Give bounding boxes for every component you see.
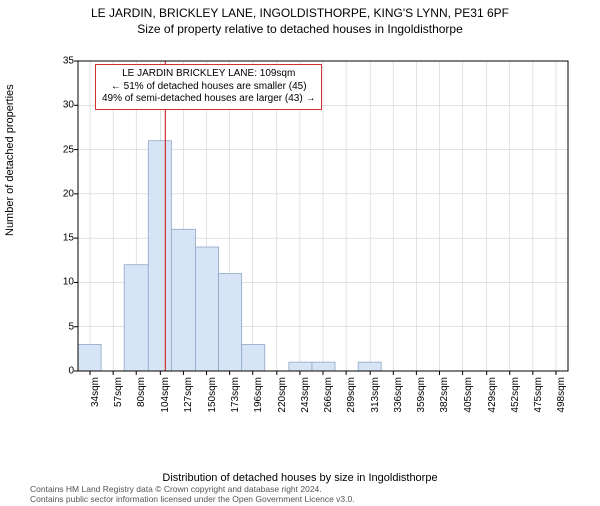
y-tick-label: 15 <box>44 233 74 244</box>
x-tick-label: 266sqm <box>323 377 334 417</box>
x-tick-label: 429sqm <box>487 377 498 417</box>
x-tick-label: 405sqm <box>463 377 474 417</box>
x-tick-label: 452sqm <box>510 377 521 417</box>
x-tick-label: 313sqm <box>370 377 381 417</box>
x-tick-label: 359sqm <box>416 377 427 417</box>
chart-title-main: LE JARDIN, BRICKLEY LANE, INGOLDISTHORPE… <box>0 6 600 20</box>
x-axis-label: Distribution of detached houses by size … <box>0 472 600 484</box>
x-tick-label: 289sqm <box>346 377 357 417</box>
x-tick-label: 336sqm <box>393 377 404 417</box>
y-tick-label: 5 <box>44 321 74 332</box>
x-tick-label: 498sqm <box>556 377 567 417</box>
annotation-line1: LE JARDIN BRICKLEY LANE: 109sqm <box>102 68 315 81</box>
footer-attribution: Contains HM Land Registry data © Crown c… <box>30 484 355 504</box>
y-tick-label: 30 <box>44 100 74 111</box>
histogram-chart <box>58 56 578 426</box>
annotation-callout: LE JARDIN BRICKLEY LANE: 109sqm ← 51% of… <box>95 64 322 110</box>
x-tick-label: 220sqm <box>277 377 288 417</box>
chart-title-sub: Size of property relative to detached ho… <box>0 22 600 36</box>
y-tick-label: 35 <box>44 56 74 67</box>
y-tick-label: 0 <box>44 366 74 377</box>
x-tick-label: 150sqm <box>207 377 218 417</box>
x-tick-label: 104sqm <box>160 377 171 417</box>
x-tick-label: 382sqm <box>439 377 450 417</box>
footer-line1: Contains HM Land Registry data © Crown c… <box>30 484 355 494</box>
annotation-line3: 49% of semi-detached houses are larger (… <box>102 93 315 106</box>
footer-line2: Contains public sector information licen… <box>30 494 355 504</box>
annotation-line2: ← 51% of detached houses are smaller (45… <box>102 81 315 94</box>
x-tick-label: 80sqm <box>136 377 147 417</box>
x-tick-label: 243sqm <box>300 377 311 417</box>
x-tick-label: 34sqm <box>90 377 101 417</box>
x-tick-label: 196sqm <box>253 377 264 417</box>
y-axis-label: Number of detached properties <box>4 84 16 236</box>
y-tick-label: 25 <box>44 144 74 155</box>
x-tick-label: 475sqm <box>533 377 544 417</box>
x-tick-label: 57sqm <box>113 377 124 417</box>
x-tick-label: 173sqm <box>230 377 241 417</box>
y-tick-label: 20 <box>44 188 74 199</box>
x-tick-label: 127sqm <box>183 377 194 417</box>
y-tick-label: 10 <box>44 277 74 288</box>
